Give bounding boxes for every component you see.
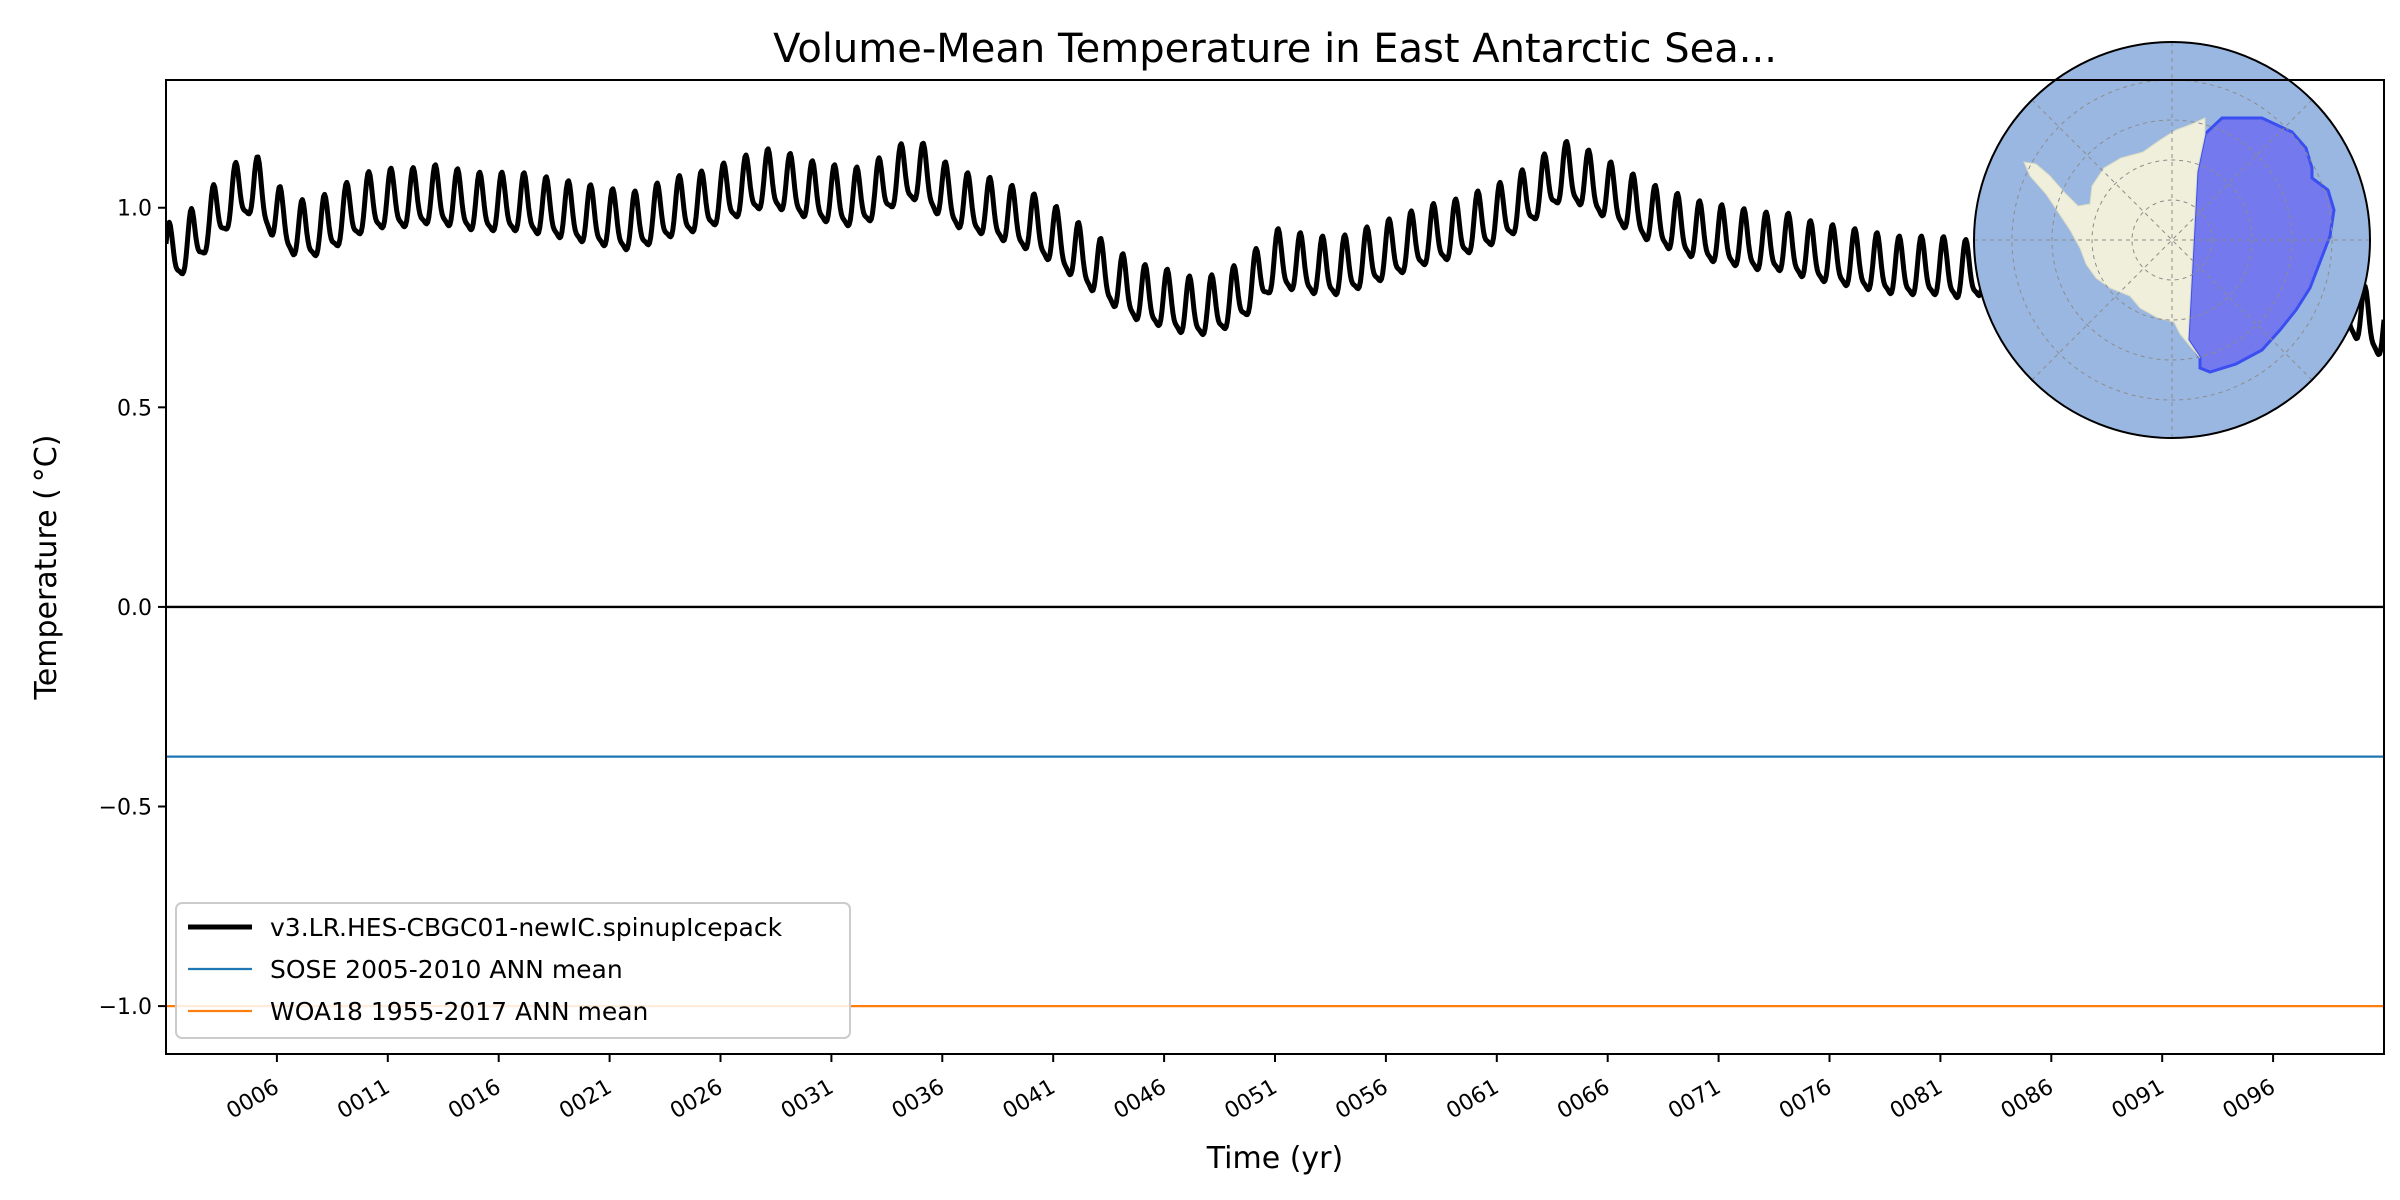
x-tick-label: 0086 bbox=[1997, 1075, 2058, 1125]
chart-title: Volume-Mean Temperature in East Antarcti… bbox=[773, 26, 1777, 72]
x-tick-label: 0061 bbox=[1442, 1075, 1503, 1125]
y-tick-label: 0.0 bbox=[117, 596, 152, 621]
y-axis-label: Temperature ( °C) bbox=[29, 435, 64, 701]
legend-label-woa18: WOA18 1955-2017 ANN mean bbox=[270, 997, 648, 1026]
x-tick-label: 0026 bbox=[666, 1075, 727, 1125]
x-tick-label: 0006 bbox=[223, 1075, 284, 1125]
x-tick-label: 0066 bbox=[1553, 1075, 1614, 1125]
x-tick-label: 0041 bbox=[999, 1075, 1060, 1125]
inset-antarctica-land bbox=[2023, 117, 2206, 359]
x-tick-label: 0016 bbox=[444, 1075, 505, 1125]
x-tick-label: 0046 bbox=[1110, 1075, 1171, 1125]
x-tick-label: 0056 bbox=[1332, 1075, 1393, 1125]
x-axis-label: Time (yr) bbox=[1206, 1141, 1343, 1176]
x-tick-label: 0031 bbox=[777, 1075, 838, 1125]
x-tick-label: 0036 bbox=[888, 1075, 949, 1125]
inset-highlight-region bbox=[2186, 116, 2336, 374]
y-tick-label: 0.5 bbox=[117, 396, 152, 421]
legend-label-model: v3.LR.HES-CBGC01-newIC.spinupIcepack bbox=[270, 913, 783, 942]
x-tick-label: 0081 bbox=[1886, 1075, 1947, 1125]
y-tick-label: −1.0 bbox=[99, 995, 152, 1020]
x-tick-label: 0021 bbox=[555, 1075, 616, 1125]
y-tick-label: −0.5 bbox=[99, 796, 152, 821]
x-tick-label: 0051 bbox=[1221, 1075, 1282, 1125]
y-tick-label: 1.0 bbox=[117, 197, 152, 222]
legend: v3.LR.HES-CBGC01-newIC.spinupIcepack SOS… bbox=[175, 902, 851, 1039]
y-axis-ticks: −1.0 −0.5 0.0 0.5 1.0 bbox=[99, 197, 166, 1020]
x-tick-label: 0096 bbox=[2219, 1075, 2280, 1125]
x-tick-label: 0076 bbox=[1775, 1075, 1836, 1125]
legend-label-sose: SOSE 2005-2010 ANN mean bbox=[270, 955, 623, 984]
x-tick-label: 0091 bbox=[2108, 1075, 2169, 1125]
x-tick-label: 0011 bbox=[333, 1075, 394, 1125]
inset-polar-map bbox=[1973, 41, 2371, 439]
x-axis-ticks: 0006 0011 0016 0021 0026 0031 0036 0041 0046 0051… bbox=[223, 1054, 2280, 1124]
plot-frame bbox=[165, 79, 2385, 1055]
x-tick-label: 0071 bbox=[1664, 1075, 1725, 1125]
legend-box bbox=[175, 902, 851, 1039]
